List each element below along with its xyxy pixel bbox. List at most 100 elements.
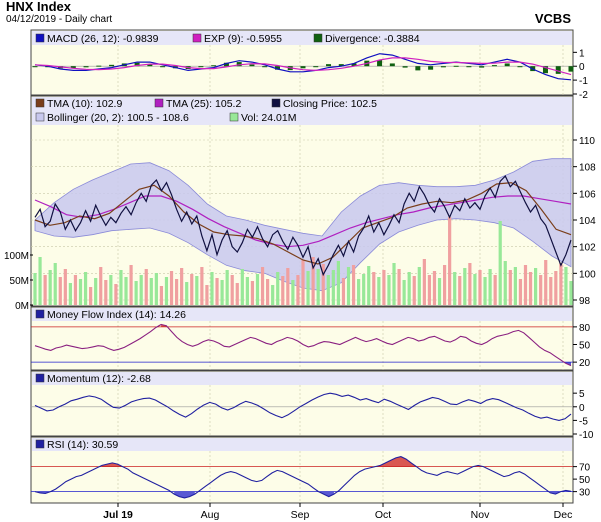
volume-bar <box>351 265 356 305</box>
divergence-bar <box>542 66 548 74</box>
volume-bar <box>559 263 563 305</box>
volume-bar <box>144 269 148 305</box>
divergence-bar <box>313 66 319 68</box>
divergence-bar <box>555 66 561 74</box>
volume-bar <box>185 282 189 305</box>
volume-bar <box>164 277 169 305</box>
volume-bar <box>104 280 108 305</box>
ytick-label-price-0: 110 <box>579 136 595 147</box>
volume-bar <box>245 277 249 305</box>
divergence-bar <box>198 66 204 68</box>
volume-bar <box>331 270 335 305</box>
volume-bar <box>48 270 52 305</box>
volume-bar <box>498 221 502 305</box>
divergence-bar <box>134 62 140 67</box>
ytick-label-price-5: 100 <box>579 269 596 280</box>
volume-bar <box>448 217 452 305</box>
divergence-bar <box>389 63 395 67</box>
legend-label-price-2: Closing Price: 102.5 <box>283 98 377 110</box>
legend-swatch-price-0 <box>35 112 45 122</box>
volume-bar <box>357 279 361 305</box>
volume-bar <box>94 278 98 305</box>
ytick-label-price-6: 98 <box>579 296 591 307</box>
volume-bar <box>99 267 103 305</box>
volume-bar <box>220 280 224 305</box>
volume-bar <box>73 275 78 305</box>
legend-label-rsi-0: RSI (14): 30.59 <box>47 439 118 451</box>
ytick-label-price-2: 106 <box>579 189 596 200</box>
volume-bar <box>205 285 209 305</box>
volume-bar <box>442 265 447 305</box>
volume-bar <box>336 261 340 305</box>
volume-bar <box>518 279 523 305</box>
volume-bar <box>503 261 507 305</box>
divergence-bar <box>479 66 485 68</box>
rsi-oversold-fill <box>318 491 334 497</box>
volume-bar <box>250 281 255 305</box>
divergence-bar <box>453 65 459 67</box>
ytick-label-momentum-1: 0 <box>579 403 585 414</box>
ytick-label-mfi-1: 50 <box>579 341 591 352</box>
volume-bar <box>311 257 315 305</box>
volume-bar <box>458 276 462 305</box>
legend-swatch-macd-0 <box>35 33 45 43</box>
rsi-line <box>34 456 572 499</box>
divergence-bar <box>83 66 89 68</box>
volume-bar <box>321 264 325 305</box>
volume-bar <box>539 275 543 305</box>
volume-bar <box>114 284 118 305</box>
legend-swatch-mfi-0 <box>35 309 45 319</box>
divergence-bar <box>109 64 115 67</box>
volume-bar <box>316 269 320 305</box>
volume-bar <box>83 272 88 305</box>
volume-bar <box>528 272 533 305</box>
legend-swatch-price-2 <box>271 98 281 108</box>
volume-bar <box>190 274 194 305</box>
ytick-label-momentum-3: -10 <box>579 430 594 441</box>
xtick-label-1: Aug <box>201 509 220 521</box>
volume-bar <box>154 273 158 305</box>
mfi-line <box>34 323 572 367</box>
volume-bar <box>468 263 472 305</box>
volume-bar <box>225 270 229 305</box>
legend-bar-momentum <box>32 372 572 385</box>
volume-bar <box>129 265 133 305</box>
volume-bar <box>412 276 416 305</box>
volume-bar <box>453 272 457 305</box>
volume-bar <box>68 283 72 305</box>
ytick-label-macd-3: -2 <box>579 90 588 101</box>
macd-line <box>34 53 572 81</box>
volume-bar <box>169 271 174 305</box>
legend-swatch-price-1 <box>229 112 239 122</box>
legend-label-macd-0: MACD (26, 12): -0.9839 <box>47 33 159 45</box>
divergence-bar <box>223 62 229 67</box>
divergence-bar <box>147 64 153 67</box>
volume-bar <box>33 273 37 305</box>
divergence-bar <box>300 66 306 69</box>
legend-bar-price <box>32 97 572 125</box>
divergence-bar <box>466 66 472 68</box>
volume-bar <box>392 263 396 305</box>
volume-bar <box>549 277 553 305</box>
ytick-label-macd-1: 0 <box>579 62 585 73</box>
exp-line <box>34 57 572 76</box>
legend-bar-rsi <box>32 438 572 451</box>
volume-bar <box>554 271 558 305</box>
volume-bar <box>235 283 239 305</box>
divergence-bar <box>160 66 166 68</box>
volume-bar <box>432 271 437 305</box>
volume-bar <box>513 267 517 305</box>
divergence-bar <box>262 66 268 68</box>
volume-bar <box>387 275 391 305</box>
ytick-label-mfi-0: 80 <box>579 323 591 334</box>
volume-tick-label-0: 100M <box>4 251 29 262</box>
ytick-label-rsi-2: 30 <box>579 488 591 499</box>
legend-swatch-price-0 <box>35 98 45 108</box>
volume-bar <box>210 272 214 305</box>
divergence-bar <box>428 66 434 70</box>
tma10-line <box>34 182 572 265</box>
volume-bar <box>78 279 83 305</box>
volume-bar <box>301 260 305 305</box>
divergence-bar <box>568 66 574 72</box>
legend-swatch-price-1 <box>154 98 164 108</box>
